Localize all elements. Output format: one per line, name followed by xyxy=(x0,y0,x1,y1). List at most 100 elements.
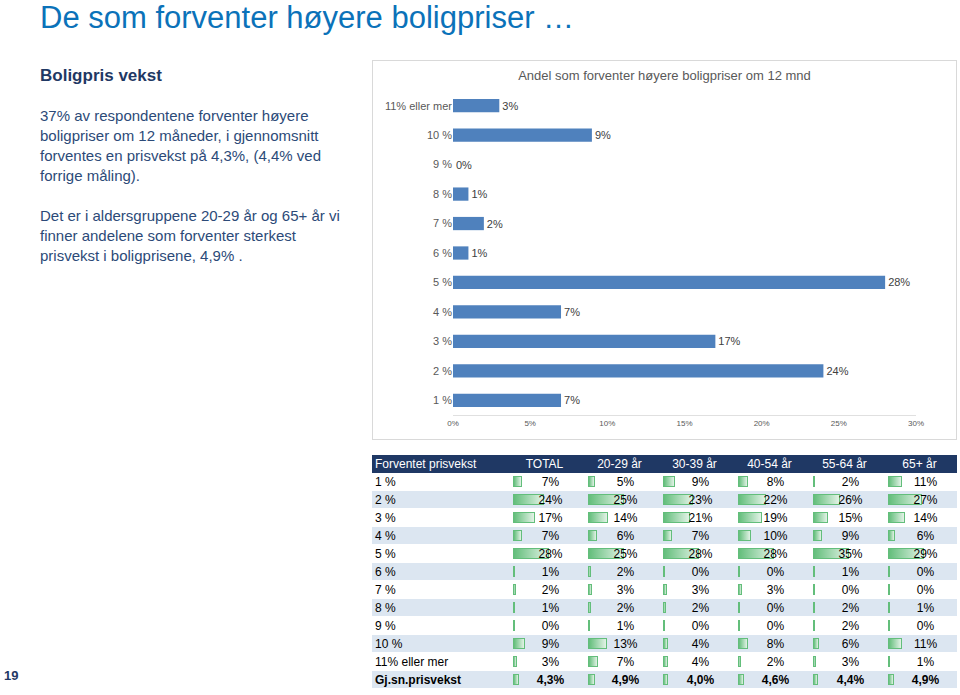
html-text:21%: 21% xyxy=(688,510,713,525)
html-text:2 %: 2 % xyxy=(375,492,396,507)
html-text:9%: 9% xyxy=(541,636,560,651)
html-text:22%: 22% xyxy=(763,492,788,507)
html-text:23%: 23% xyxy=(688,492,713,507)
html-text:13%: 13% xyxy=(613,636,638,651)
html-text:37% av respondentene forventer: 37% av respondentene forventer høyere bo… xyxy=(40,107,321,184)
html-text:25%: 25% xyxy=(613,492,638,507)
html-text:0%: 0% xyxy=(691,618,710,633)
html-text:28%: 28% xyxy=(688,546,713,561)
html-text:14%: 14% xyxy=(613,510,638,525)
html-text:7%: 7% xyxy=(541,474,560,489)
html-text:Det er i aldersgruppene 20-29: Det er i aldersgruppene 20-29 år og 65+ … xyxy=(40,207,340,264)
svg-text:3 %: 3 % xyxy=(433,335,452,347)
html-text:2%: 2% xyxy=(541,582,560,597)
html-text:19%: 19% xyxy=(763,510,788,525)
html-text:14%: 14% xyxy=(913,510,938,525)
svg-text:1 %: 1 % xyxy=(433,394,452,406)
svg-text:0%: 0% xyxy=(456,159,472,171)
html-text:1%: 1% xyxy=(541,600,560,615)
html-text:0%: 0% xyxy=(541,618,560,633)
svg-text:8 %: 8 % xyxy=(433,188,452,200)
svg-text:1%: 1% xyxy=(471,247,487,259)
svg-text:7 %: 7 % xyxy=(433,217,452,229)
html-text:6 %: 6 % xyxy=(375,564,396,579)
html-text:2%: 2% xyxy=(841,600,860,615)
svg-text:20%: 20% xyxy=(754,419,770,428)
html-text:9%: 9% xyxy=(841,528,860,543)
html-text:7%: 7% xyxy=(691,528,710,543)
html-text:27%: 27% xyxy=(913,492,938,507)
svg-text:30%: 30% xyxy=(908,419,924,428)
html-text:24%: 24% xyxy=(538,492,563,507)
html-text:6%: 6% xyxy=(616,528,635,543)
svg-text:5%: 5% xyxy=(524,419,536,428)
html-text:3%: 3% xyxy=(616,582,635,597)
svg-text:10%: 10% xyxy=(599,419,615,428)
svg-text:2%: 2% xyxy=(487,218,503,230)
svg-text:17%: 17% xyxy=(718,335,740,347)
html-text:28%: 28% xyxy=(538,546,563,561)
svg-text:2 %: 2 % xyxy=(433,365,452,377)
svg-text:Andel som forventer høyere bol: Andel som forventer høyere boligpriser o… xyxy=(518,68,811,83)
html-text:5 %: 5 % xyxy=(375,546,396,561)
html-text:1%: 1% xyxy=(916,600,935,615)
html-text:3 %: 3 % xyxy=(375,510,396,525)
html-text:1 %: 1 % xyxy=(375,474,396,489)
svg-text:15%: 15% xyxy=(676,419,692,428)
html-text:2%: 2% xyxy=(841,618,860,633)
html-text:1%: 1% xyxy=(616,618,635,633)
html-text:15%: 15% xyxy=(838,510,863,525)
html-text:De som forventer høyere boligp: De som forventer høyere boligpriser … xyxy=(40,0,575,35)
svg-text:11% eller mer: 11% eller mer xyxy=(385,100,452,112)
html-text:10 %: 10 % xyxy=(375,636,403,651)
html-text:3%: 3% xyxy=(691,582,710,597)
html-text:2%: 2% xyxy=(691,600,710,615)
html-text:26%: 26% xyxy=(838,492,863,507)
html-text:1%: 1% xyxy=(841,564,860,579)
svg-text:4 %: 4 % xyxy=(433,306,452,318)
html-text:8%: 8% xyxy=(766,474,785,489)
html-text:29%: 29% xyxy=(913,546,938,561)
svg-text:9 %: 9 % xyxy=(433,158,452,170)
svg-text:24%: 24% xyxy=(826,365,848,377)
html-text:2%: 2% xyxy=(616,600,635,615)
html-text:0%: 0% xyxy=(766,564,785,579)
svg-text:28%: 28% xyxy=(888,276,910,288)
html-text:10%: 10% xyxy=(763,528,788,543)
html-text:0%: 0% xyxy=(841,582,860,597)
svg-text:3%: 3% xyxy=(502,100,518,112)
html-text:7%: 7% xyxy=(541,528,560,543)
svg-text:10 %: 10 % xyxy=(427,129,452,141)
html-text:3%: 3% xyxy=(766,582,785,597)
svg-text:7%: 7% xyxy=(564,394,580,406)
html-text:9 %: 9 % xyxy=(375,618,396,633)
html-text:28%: 28% xyxy=(763,546,788,561)
html-text:11%: 11% xyxy=(913,474,938,489)
html-text:2%: 2% xyxy=(616,564,635,579)
svg-text:25%: 25% xyxy=(831,419,847,428)
svg-text:7%: 7% xyxy=(564,306,580,318)
html-text:0%: 0% xyxy=(916,564,935,579)
html-text:0%: 0% xyxy=(691,564,710,579)
html-text:4 %: 4 % xyxy=(375,528,396,543)
html-text:0%: 0% xyxy=(766,618,785,633)
html-text:6%: 6% xyxy=(916,528,935,543)
html-text:0%: 0% xyxy=(766,600,785,615)
svg-text:9%: 9% xyxy=(595,129,611,141)
html-text:35%: 35% xyxy=(838,546,863,561)
html-text:5%: 5% xyxy=(616,474,635,489)
svg-text:6 %: 6 % xyxy=(433,247,452,259)
html-text:9%: 9% xyxy=(691,474,710,489)
html-text:17%: 17% xyxy=(538,510,563,525)
html-text:0%: 0% xyxy=(916,582,935,597)
html-text:1%: 1% xyxy=(541,564,560,579)
svg-text:5 %: 5 % xyxy=(433,276,452,288)
html-text:2%: 2% xyxy=(841,474,860,489)
html-text:25%: 25% xyxy=(613,546,638,561)
html-text:Boligpris vekst: Boligpris vekst xyxy=(40,66,162,85)
svg-text:1%: 1% xyxy=(471,188,487,200)
svg-text:0%: 0% xyxy=(447,419,459,428)
html-text:8 %: 8 % xyxy=(375,600,396,615)
html-text:7 %: 7 % xyxy=(375,582,396,597)
html-text:0%: 0% xyxy=(916,618,935,633)
